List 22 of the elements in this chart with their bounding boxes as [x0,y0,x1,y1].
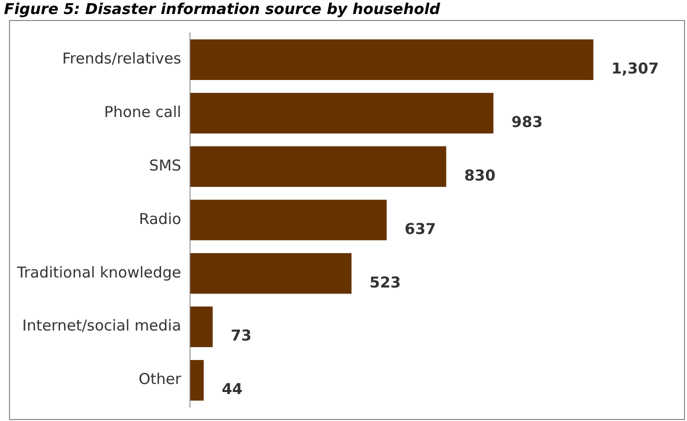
data-label: 73 [230,326,252,345]
data-label: 523 [370,273,401,292]
bar [190,146,446,187]
y-tick-label: Internet/social media [22,316,182,335]
data-label: 1,307 [611,60,659,78]
y-tick-label: Traditional knowledge [16,263,182,282]
data-label: 637 [404,220,436,238]
y-tick-label: Radio [139,210,182,228]
y-tick-label: SMS [149,156,182,174]
bar [190,360,204,401]
y-tick-label: Other [138,370,182,388]
bar [190,92,494,134]
data-label: 44 [222,380,243,398]
bar [190,200,387,240]
data-label: 830 [464,166,496,184]
y-tick-label: Frends/relatives [62,50,182,68]
bar [190,306,213,348]
y-tick-label: Phone call [104,103,182,122]
bar [190,253,352,294]
chart-title: Figure 5: Disaster information source by household [4,0,440,18]
bar [190,39,594,80]
data-label: 983 [511,113,543,132]
